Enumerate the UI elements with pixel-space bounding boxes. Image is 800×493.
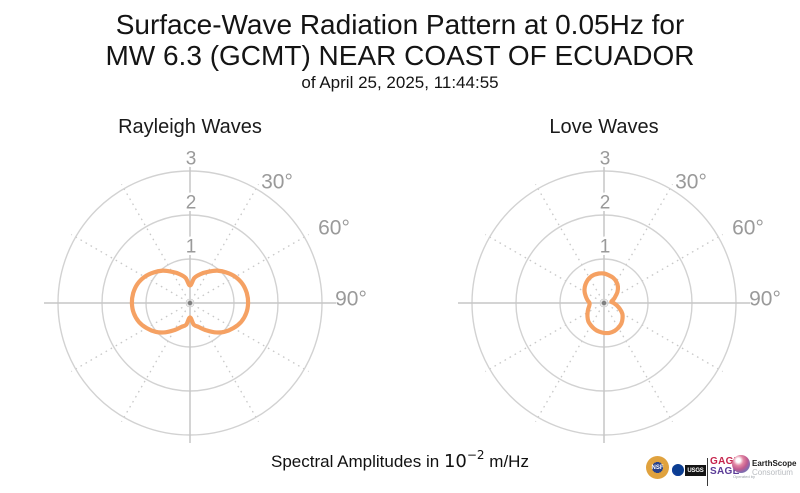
r-tick-label: 1 [186,237,197,258]
gage-label: GAGE [710,456,741,467]
r-tick-label: 1 [600,237,611,258]
theta-gridline [534,184,604,301]
r-tick-label: 3 [600,149,611,170]
figure-header: Surface-Wave Radiation Pattern at 0.05Hz… [0,9,800,93]
theta-gridline [606,303,723,373]
theta-tick-label: 90° [335,288,367,311]
polar-plot-0: 1 2 3 30° 60° 90° [44,146,367,443]
theta-gridline [190,305,260,422]
theta-tick-label: 60° [732,217,764,240]
gage-sage-logo: GAGE SAGE [710,457,741,477]
theta-gridline [485,233,602,303]
love-spectral-amplitude-curve [582,271,625,336]
love-plot-title: Love Waves [549,116,659,138]
theta-gridline [192,303,309,373]
polar-plot-1: 1 2 3 30° 60° 90° [458,146,781,443]
theta-gridline [604,305,674,422]
earthscope-name: EarthScope [752,459,797,468]
figure-subtitle: of April 25, 2025, 11:44:55 [301,73,499,92]
operated-by-label: Operated by [733,474,756,479]
caption-prefix: Spectral Amplitudes in [271,452,440,471]
theta-tick-label: 60° [318,217,350,240]
nasa-logo [672,464,684,476]
theta-gridline [534,305,604,422]
rayleigh-plot-title: Rayleigh Waves [118,116,262,138]
theta-gridline [192,233,309,303]
title-line1: Surface-Wave Radiation Pattern at 0.05Hz… [115,9,685,40]
nsf-logo: NSF [646,456,669,479]
earthscope-logo [732,455,750,473]
r-tick-label: 3 [186,149,197,170]
units-caption: Spectral Amplitudes in 10−2 m/Hz [0,448,800,472]
theta-tick-label: 30° [261,171,293,194]
title-line2: MW 6.3 (GCMT) NEAR COAST OF ECUADOR [105,40,695,71]
theta-tick-label: 30° [675,171,707,194]
logo-divider [707,458,708,486]
r-tick-label: 2 [186,193,197,214]
origin-dot [601,300,607,306]
theta-gridline [485,303,602,373]
caption-exponent: −2 [466,448,485,462]
theta-gridline [604,184,674,301]
theta-tick-label: 90° [749,288,781,311]
sage-label: SAGE [710,466,740,477]
r-tick-label: 2 [600,193,611,214]
footer-logos: NSF USGS GAGE SAGE Operated by EarthScop… [644,452,798,492]
theta-gridline [606,233,723,303]
earthscope-wordmark: EarthScope Consortium [752,459,797,477]
origin-dot [187,300,193,306]
rayleigh-spectral-amplitude-curve [129,268,251,335]
earthscope-sub: Consortium [752,467,793,477]
caption-math: 10−2 [443,448,485,472]
theta-gridline [120,184,190,301]
theta-gridline [71,233,188,303]
theta-gridline [190,184,260,301]
usgs-logo: USGS [685,465,706,476]
theta-gridline [120,305,190,422]
theta-gridline [71,303,188,373]
caption-suffix: m/Hz [489,452,529,471]
